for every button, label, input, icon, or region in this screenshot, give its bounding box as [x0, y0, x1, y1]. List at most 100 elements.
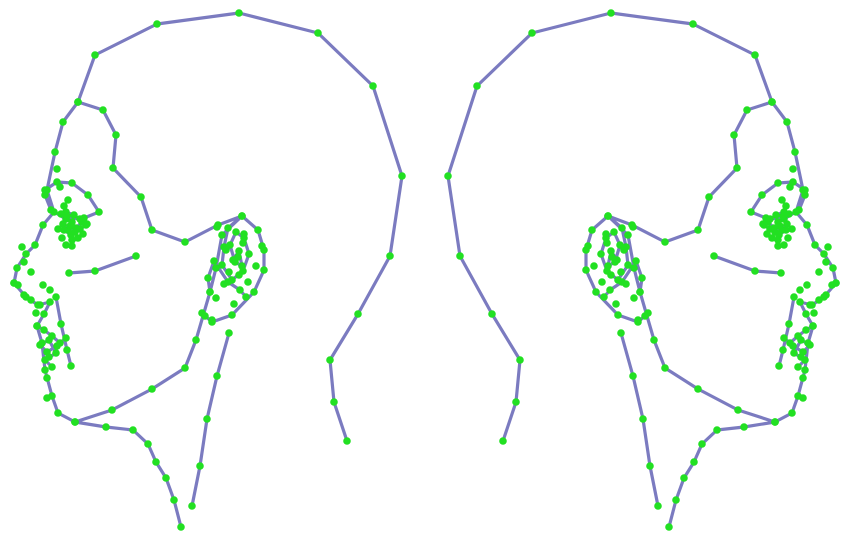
right-landmark-point [607, 271, 615, 279]
right-landmark-point [597, 250, 605, 258]
right-landmark-point [608, 253, 616, 261]
left-landmark-point [43, 394, 51, 402]
right-landmark-point [801, 191, 809, 199]
left-landmark-point [218, 261, 226, 269]
right-landmark-point [694, 226, 702, 234]
left-landmark-point [39, 221, 47, 229]
left-landmark-point [91, 51, 99, 59]
left-landmark-point [354, 310, 362, 318]
right-landmark-point [806, 301, 814, 309]
left-landmark-point [152, 458, 160, 466]
left-landmark-point [48, 363, 56, 371]
right-landmark-point [588, 226, 596, 234]
left-landmark-point [129, 426, 137, 434]
left-landmark-point [137, 193, 145, 201]
right-landmark-point [641, 312, 649, 320]
right-landmark-point [694, 385, 702, 393]
left-landmark-point [27, 268, 35, 276]
left-landmark-point [225, 268, 233, 276]
right-landmark-point [624, 231, 632, 239]
left-landmark-point [41, 191, 49, 199]
left-landmark-point [162, 474, 170, 482]
left-landmark-point [31, 241, 39, 249]
right-landmark-point [488, 310, 496, 318]
right-landmark-point [598, 278, 606, 286]
right-landmark-point [774, 236, 782, 244]
right-landmark-point [782, 226, 790, 234]
left-landmark-point [76, 215, 84, 223]
right-landmark-point [604, 262, 612, 270]
right-landmark-point [630, 294, 638, 302]
left-landmark-point [63, 212, 71, 220]
right-landmark-point [654, 502, 662, 510]
right-landmark-point [815, 268, 823, 276]
right-landmark-point [665, 523, 673, 531]
right-landmark-point [775, 362, 783, 370]
right-landmark-point [779, 212, 787, 220]
right-landmark-point [650, 336, 658, 344]
left-landmark-point [65, 269, 73, 277]
right-landmark-point [607, 247, 615, 255]
left-landmark-point [222, 246, 230, 254]
left-landmark-point [102, 423, 110, 431]
right-landmark-point [803, 221, 811, 229]
right-landmark-point [705, 193, 713, 201]
left-landmark-point [181, 364, 189, 372]
right-landmark-point [791, 148, 799, 156]
left-landmark-point [260, 266, 268, 274]
right-landmark-point [806, 341, 814, 349]
left-landmark-point [51, 148, 59, 156]
right-landmark-point [698, 440, 706, 448]
left-landmark-point [148, 385, 156, 393]
left-landmark-point [109, 164, 117, 172]
right-landmark-point [630, 264, 638, 272]
right-landmark-point [797, 353, 805, 361]
right-landmark-point [789, 342, 797, 350]
right-landmark-point [790, 349, 798, 357]
left-landmark-point [27, 296, 35, 304]
right-landmark-point [809, 322, 817, 330]
right-landmark-point [785, 210, 793, 218]
right-landmark-point [788, 225, 796, 233]
left-landmark-point [153, 20, 161, 28]
head-profile-facing-left [10, 9, 406, 531]
mouth-line [67, 254, 138, 275]
right-landmark-point [733, 164, 741, 172]
left-landmark-point [84, 191, 92, 199]
left-landmark-point [250, 288, 258, 296]
left-landmark-point [95, 208, 103, 216]
left-landmark-point [234, 253, 242, 261]
left-landmark-point [330, 398, 338, 406]
right-landmark-point [612, 300, 620, 308]
left-landmark-point [45, 336, 53, 344]
left-landmark-point [74, 98, 82, 106]
left-landmark-point [213, 372, 221, 380]
left-landmark-point [144, 440, 152, 448]
right-landmark-point [584, 242, 592, 250]
right-landmark-point [779, 346, 787, 354]
skull-contour [76, 11, 404, 443]
right-landmark-point [776, 222, 784, 230]
right-landmark-point [610, 228, 618, 236]
left-landmark-point [314, 29, 322, 37]
right-landmark-point [811, 241, 819, 249]
right-landmark-point [617, 268, 625, 276]
right-landmark-point [784, 234, 792, 242]
right-landmark-point [797, 336, 805, 344]
left-landmark-point [54, 225, 62, 233]
right-landmark-point [661, 238, 669, 246]
right-landmark-point [730, 131, 738, 139]
right-landmark-point [794, 363, 802, 371]
left-landmark-point [252, 262, 260, 270]
right-landmark-point [618, 224, 626, 232]
left-landmark-point [238, 212, 246, 220]
neck-front-contour [667, 420, 777, 529]
left-landmark-point [258, 242, 266, 250]
right-landmark-point [528, 29, 536, 37]
left-landmark-point [18, 243, 26, 251]
left-landmark-point [62, 241, 70, 249]
left-landmark-point [242, 293, 250, 301]
right-landmark-point [512, 398, 520, 406]
left-landmark-point [59, 220, 67, 228]
left-landmark-point [32, 309, 40, 317]
